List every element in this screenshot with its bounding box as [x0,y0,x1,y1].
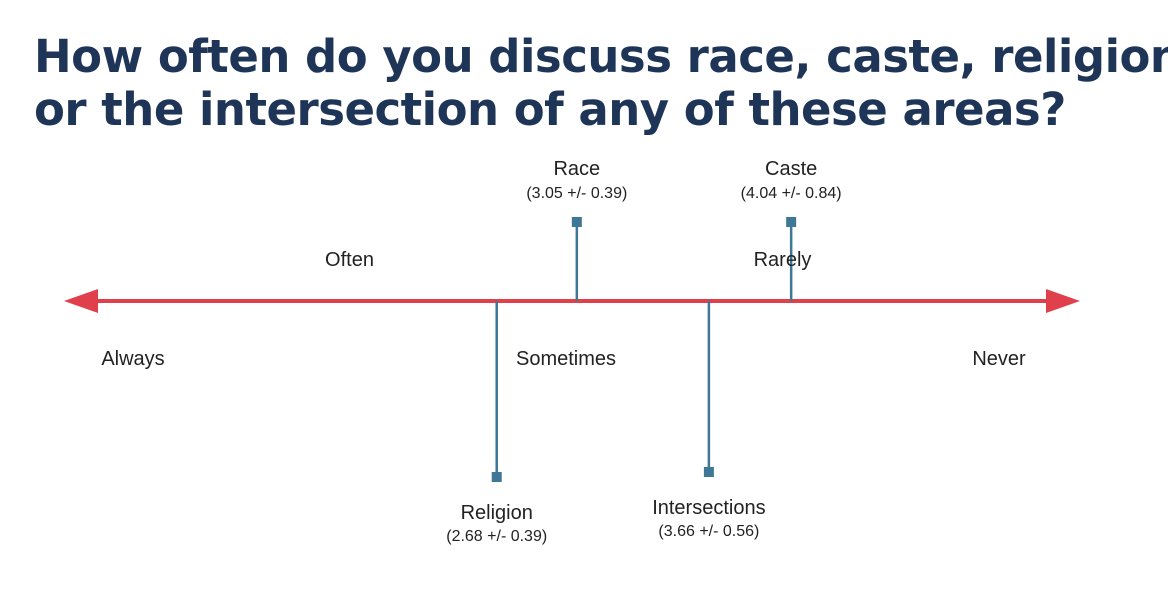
scale-label-sometimes: Sometimes [516,348,616,370]
point-value-religion: (2.68 +/- 0.39) [446,528,547,545]
point-name-caste: Caste [765,158,817,180]
marker-caste [786,217,797,227]
scale-label-rarely: Rarely [754,249,812,271]
scale-label-often: Often [325,249,374,271]
marker-intersections [703,467,714,477]
chart-title: How often do you discuss race, caste, re… [34,30,1168,136]
chart-title-line-1: How often do you discuss race, caste, re… [34,30,1168,83]
point-value-intersections: (3.66 +/- 0.56) [658,523,759,540]
point-value-race: (3.05 +/- 0.39) [526,185,627,202]
scale-label-always: Always [101,348,164,370]
point-value-caste: (4.04 +/- 0.84) [741,185,842,202]
axis-arrow-right [1046,289,1080,313]
point-name-intersections: Intersections [652,497,765,519]
chart-title-line-2: or the intersection of any of these area… [34,83,1066,136]
marker-race [571,217,582,227]
point-name-race: Race [553,158,600,180]
scale-label-never: Never [972,348,1026,370]
marker-religion [491,472,502,482]
point-name-religion: Religion [461,502,533,524]
axis-arrow-left [64,289,98,313]
